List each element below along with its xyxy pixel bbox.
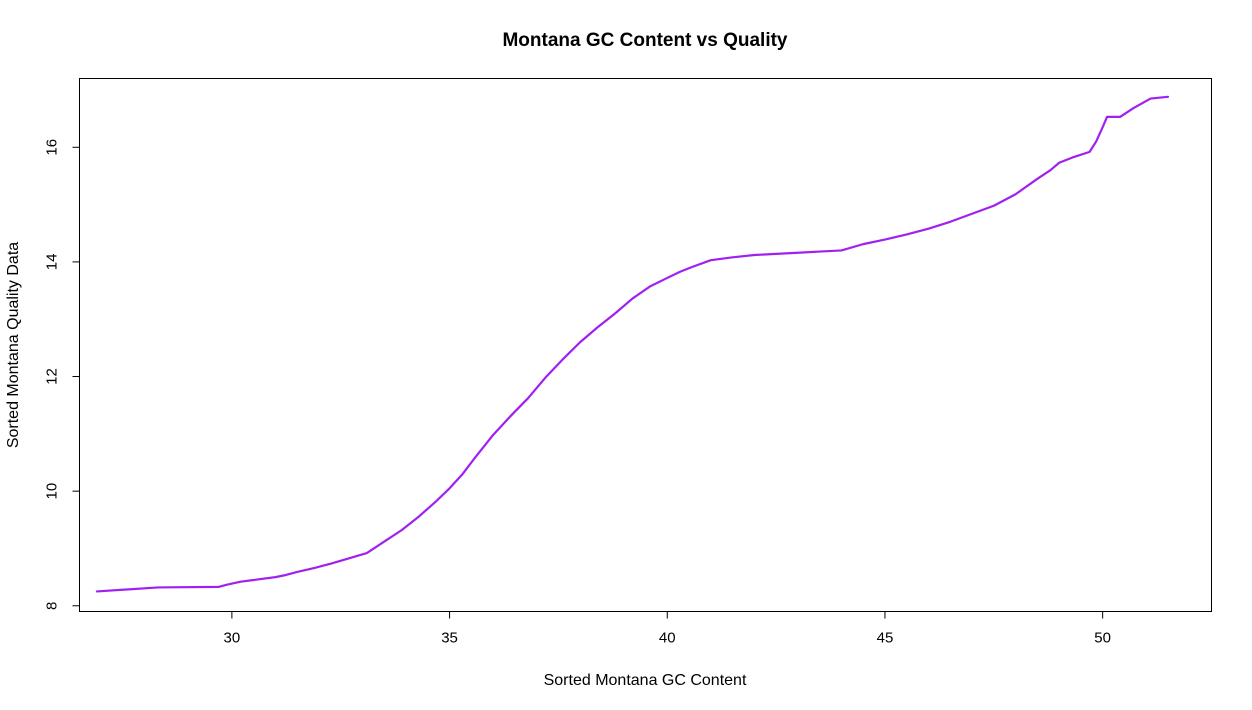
series-line [95,95,1170,593]
x-tick-label: 30 [224,630,241,647]
x-axis-label: Sorted Montana GC Content [544,672,747,689]
y-tick-label: 12 [44,368,61,385]
y-tick-label: 16 [44,139,61,156]
x-tick-label: 45 [877,630,894,647]
y-tick-label: 10 [44,483,61,500]
y-axis-label: Sorted Montana Quality Data [5,242,22,448]
x-tick-label: 50 [1094,630,1111,647]
y-tick-label: 14 [44,254,61,271]
y-tick-label: 8 [44,602,61,610]
x-axis: 30 35 40 45 50 [224,611,1111,647]
x-tick-label: 40 [659,630,676,647]
x-tick-label: 35 [441,630,458,647]
chart-title: Montana GC Content vs Quality [502,30,787,51]
plot-frame [79,78,1212,612]
y-axis: 8 10 12 14 16 [44,139,80,610]
